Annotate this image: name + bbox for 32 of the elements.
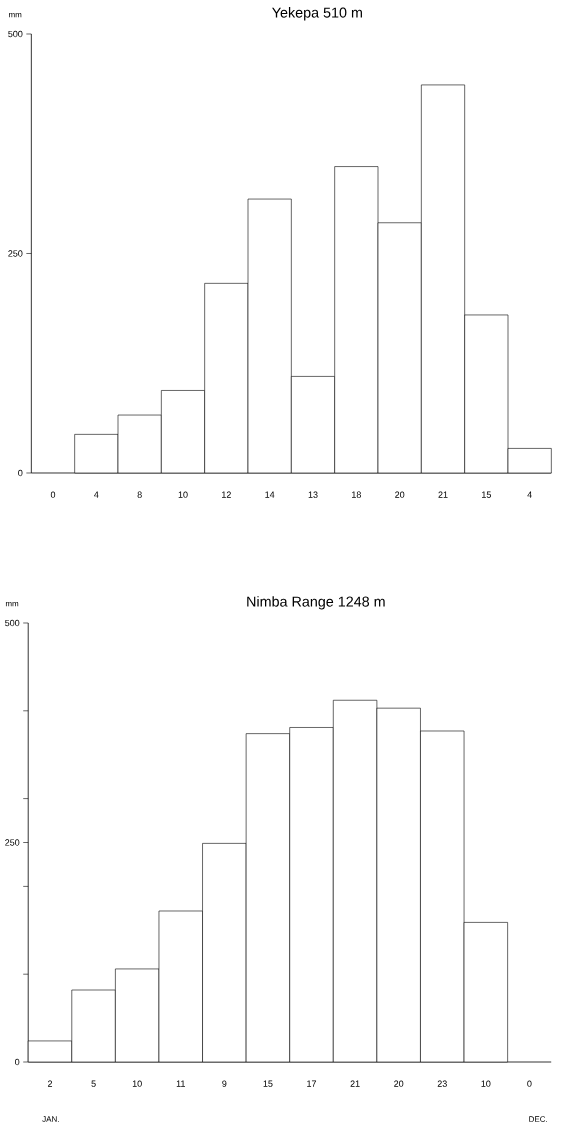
x-tick-label: 18 [352, 491, 361, 498]
x-tick-label: 21 [350, 1080, 360, 1087]
x-tick-label: 17 [307, 1080, 317, 1087]
x-tick-label: 4 [527, 491, 532, 498]
x-tick-label: 5 [91, 1080, 96, 1087]
x-tick-label: 11 [176, 1080, 185, 1087]
y-tick-label: 250 [8, 250, 23, 257]
y-tick-label: 0 [18, 469, 23, 477]
x-tick-label: 10 [481, 1080, 491, 1087]
x-tick-label: 14 [265, 491, 275, 498]
x-tick-label: 0 [527, 1080, 532, 1087]
x-tick-label: 12 [222, 491, 231, 498]
x-tick-label: 2 [47, 1080, 53, 1087]
x-tick-label: 10 [132, 1080, 142, 1087]
x-tick-label: 21 [438, 491, 448, 498]
y-tick-label: 0 [15, 1058, 20, 1066]
y-tick-label: 500 [5, 619, 20, 627]
x-tick-label: 20 [395, 491, 405, 498]
x-tick-label: 10 [178, 491, 188, 498]
x-tick-label: 20 [394, 1080, 404, 1087]
y-tick-label: 500 [8, 30, 23, 38]
chart-title: Nimba Range 1248 m [247, 596, 385, 610]
x-tick-label: 8 [137, 491, 142, 498]
x-tick-label: 13 [308, 491, 318, 498]
x-tick-label: 9 [222, 1080, 227, 1087]
x-tick-label: 23 [437, 1080, 447, 1087]
y-tick-label: 250 [5, 839, 20, 846]
x-tick-label: 15 [263, 1080, 273, 1087]
x-tick-label: 15 [482, 491, 491, 498]
x-tick-label: 4 [94, 491, 99, 498]
x-tick-label: 0 [50, 491, 56, 498]
chart-title: Yekepa 510 m [272, 7, 362, 21]
